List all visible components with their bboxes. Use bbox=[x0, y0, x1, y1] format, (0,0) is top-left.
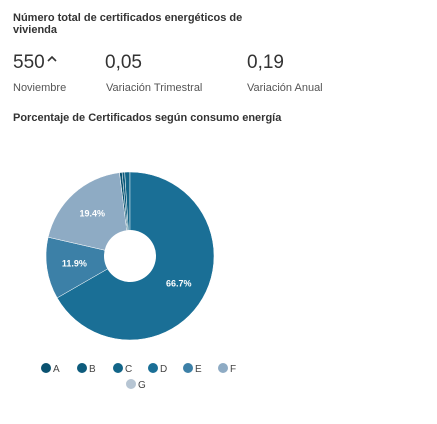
chart-title: Porcentaje de Certificados según consumo… bbox=[13, 112, 282, 124]
legend-dot bbox=[41, 363, 51, 373]
pie-slice bbox=[121, 171, 131, 257]
kpi-title: Número total de certificados energéticos… bbox=[13, 12, 243, 36]
legend-dot bbox=[218, 363, 228, 373]
legend-label: A bbox=[53, 364, 60, 375]
slice-label: 19.4% bbox=[79, 209, 105, 219]
legend-dot bbox=[148, 363, 158, 373]
legend-label: E bbox=[195, 364, 202, 375]
pie-slice bbox=[56, 171, 215, 341]
legend-label: C bbox=[125, 364, 132, 375]
legend-dot bbox=[113, 363, 123, 373]
kpi-value: 0,19 bbox=[247, 52, 284, 73]
kpi-value: 550 bbox=[13, 52, 57, 74]
legend-label: F bbox=[230, 364, 236, 375]
kpi-label: Variación Anual bbox=[247, 82, 323, 94]
legend-dot bbox=[126, 379, 136, 389]
legend-label: G bbox=[138, 380, 146, 391]
slice-label: 11.9% bbox=[62, 259, 87, 269]
kpi-label: Variación Trimestral bbox=[106, 82, 203, 94]
pie-slice bbox=[124, 171, 131, 257]
kpi-label: Noviembre bbox=[13, 82, 67, 94]
legend-dot bbox=[183, 363, 193, 373]
legend-label: D bbox=[160, 364, 167, 375]
pie-slice bbox=[45, 236, 131, 299]
legend-dot bbox=[77, 363, 87, 373]
pie-slice bbox=[47, 172, 131, 257]
trend-icon bbox=[47, 55, 57, 62]
slice-label: 66.7% bbox=[166, 279, 192, 289]
legend-label: B bbox=[89, 364, 96, 375]
donut-hole bbox=[104, 230, 156, 282]
pie-slice bbox=[119, 172, 131, 257]
kpi-value: 0,05 bbox=[105, 52, 142, 73]
kpi-value-text: 550 bbox=[13, 52, 45, 73]
